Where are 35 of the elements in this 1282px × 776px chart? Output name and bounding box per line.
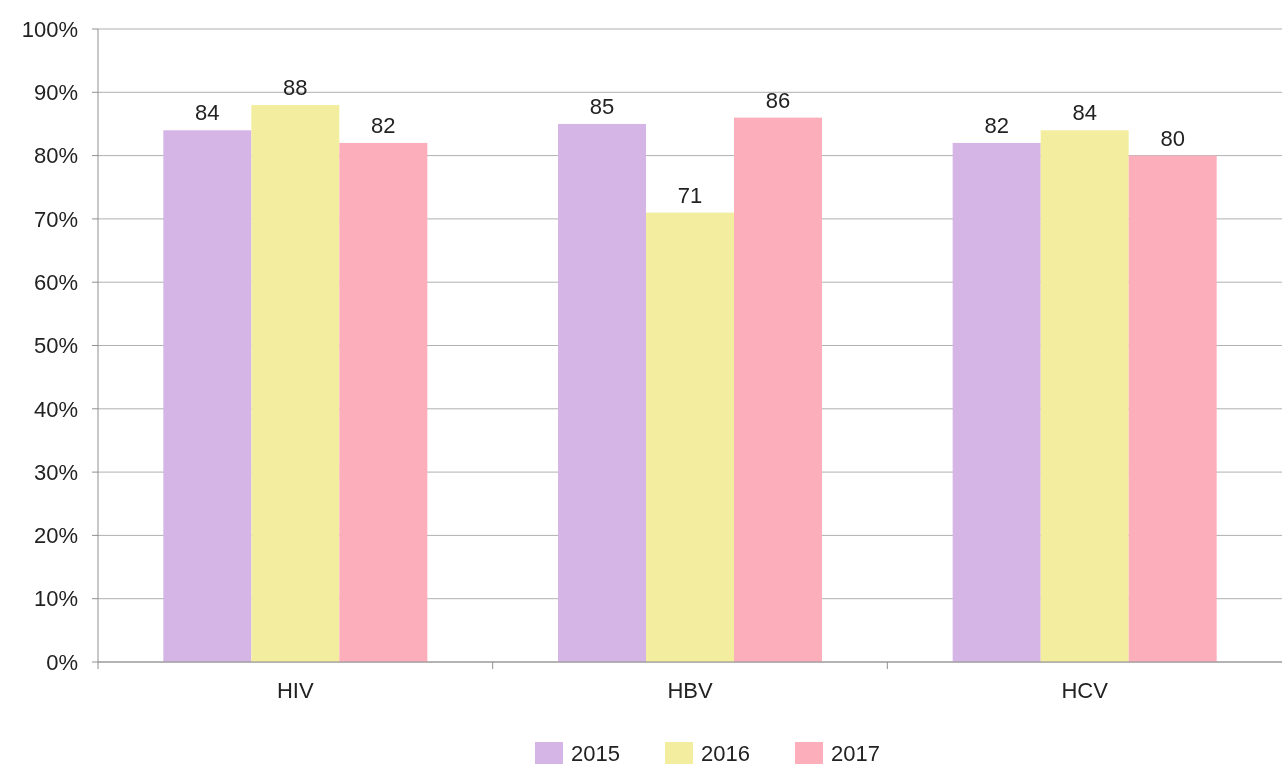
- y-tick-label: 0%: [46, 649, 78, 675]
- data-label: 85: [589, 93, 615, 119]
- bar: [646, 212, 734, 662]
- y-tick-label: 80%: [33, 143, 78, 169]
- legend-label: 2016: [701, 740, 750, 766]
- bar: [163, 130, 252, 662]
- data-label: 84: [195, 100, 220, 126]
- y-tick-label: 30%: [33, 459, 78, 485]
- data-label: 88: [283, 74, 308, 100]
- bar: [1128, 155, 1217, 662]
- x-tick-label: HCV: [1061, 678, 1109, 703]
- y-tick-label: 100%: [21, 16, 78, 42]
- legend-label: 2017: [831, 740, 880, 766]
- bar: [339, 142, 428, 662]
- data-label: 82: [371, 112, 396, 138]
- bar: [952, 142, 1041, 662]
- y-tick-label: 70%: [33, 206, 78, 232]
- data-label: 86: [765, 87, 791, 113]
- bar: [1040, 130, 1129, 662]
- y-tick-label: 50%: [33, 333, 78, 359]
- y-tick-label: 10%: [33, 586, 78, 612]
- data-label: 71: [677, 182, 703, 208]
- data-label: 84: [1072, 100, 1097, 126]
- y-tick-label: 20%: [33, 523, 78, 549]
- bar: [251, 104, 340, 662]
- legend-label: 2015: [571, 740, 620, 766]
- bar: [558, 123, 646, 662]
- x-tick-label: HIV: [276, 678, 314, 703]
- data-label: 82: [984, 112, 1009, 138]
- y-tick-label: 90%: [33, 80, 78, 105]
- bar: [734, 117, 822, 662]
- y-tick-label: 60%: [33, 269, 78, 295]
- x-tick-label: HBV: [667, 678, 713, 703]
- y-tick-label: 40%: [33, 396, 78, 422]
- data-label: 80: [1160, 125, 1185, 151]
